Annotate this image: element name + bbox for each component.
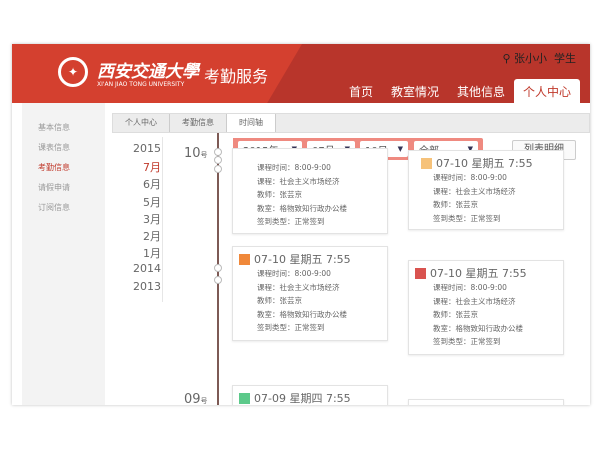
nav-personal[interactable]: 个人中心 — [513, 79, 580, 103]
user-role: 学生 — [554, 52, 576, 65]
checkin-icon — [239, 253, 250, 265]
sidebar-item-basic[interactable]: 基本信息 — [38, 123, 70, 132]
university-logo-en: XI'AN JIAO TONG UNIVERSITY — [97, 81, 185, 88]
year-item[interactable]: 2015 — [133, 142, 161, 155]
sidebar-item-schedule[interactable]: 课表信息 — [38, 143, 70, 152]
month-item[interactable]: 1月 — [143, 247, 161, 261]
month-item[interactable]: 6月 — [143, 178, 161, 192]
sidebar-item-attendance[interactable]: 考勤信息 — [38, 163, 70, 172]
attendance-card[interactable]: 07-10 星期五 7:55 课程时间：8:00-9:00 课程：社会主义市场经… — [408, 260, 564, 355]
user-info[interactable]: ⚲ 张小小 学生 — [502, 50, 576, 66]
attendance-card[interactable]: 课程时间：8:00-9:00 课程：社会主义市场经济 教师：张芸京 教室：格物致… — [232, 148, 388, 234]
app-title: 考勤服务 — [204, 67, 269, 86]
app-window: ✦ 西安交通大學 XI'AN JIAO TONG UNIVERSITY 考勤服务… — [12, 44, 590, 405]
header: ✦ 西安交通大學 XI'AN JIAO TONG UNIVERSITY 考勤服务… — [12, 44, 590, 103]
user-name: 张小小 — [514, 52, 547, 65]
user-icon: ⚲ — [502, 52, 511, 65]
nav-home[interactable]: 首页 — [348, 85, 373, 99]
month-item[interactable]: 3月 — [143, 212, 161, 226]
checkin-icon — [239, 392, 250, 404]
attendance-card[interactable] — [408, 399, 564, 405]
nav-other[interactable]: 其他信息 — [456, 85, 505, 99]
breadcrumb-current: 时间轴 — [227, 114, 276, 132]
attendance-card[interactable]: 07-09 星期四 7:55 — [232, 385, 388, 405]
day-label: 10号 — [184, 146, 208, 161]
main-nav: 首页 教室情况 其他信息 个人中心 — [340, 79, 580, 103]
attendance-card[interactable]: 07-10 星期五 7:55 课程时间：8:00-9:00 课程：社会主义市场经… — [408, 150, 564, 230]
caret-down-icon: ▼ — [397, 145, 403, 153]
year-item[interactable]: 2013 — [133, 279, 161, 293]
year-item[interactable]: 2014 — [133, 262, 161, 276]
sidebar-item-subscribe[interactable]: 订阅信息 — [38, 203, 70, 212]
sidebar: 基本信息 课表信息 考勤信息 请假申请 订阅信息 — [22, 103, 105, 405]
month-item[interactable]: 2月 — [143, 229, 161, 243]
breadcrumb: 个人中心 考勤信息 时间轴 — [112, 113, 590, 133]
university-logo-text: 西安交通大學 — [97, 62, 199, 82]
sidebar-item-leave[interactable]: 请假申请 — [38, 183, 70, 192]
breadcrumb-item[interactable]: 考勤信息 — [170, 114, 227, 132]
month-item[interactable]: 7月 — [143, 161, 161, 175]
checkin-icon — [421, 157, 432, 169]
university-seal-icon: ✦ — [58, 57, 88, 87]
year-month-list: 2015 7月 6月 5月 3月 2月 1月 2014 2013 — [117, 142, 161, 297]
caret-down-icon: ▼ — [467, 145, 473, 153]
checkin-icon — [415, 267, 426, 279]
nav-classroom[interactable]: 教室情况 — [390, 85, 439, 99]
breadcrumb-item[interactable]: 个人中心 — [113, 114, 170, 132]
month-item[interactable]: 5月 — [143, 195, 161, 209]
attendance-card[interactable]: 07-10 星期五 7:55 课程时间：8:00-9:00 课程：社会主义市场经… — [232, 246, 388, 341]
day-label: 09号 — [184, 392, 208, 405]
